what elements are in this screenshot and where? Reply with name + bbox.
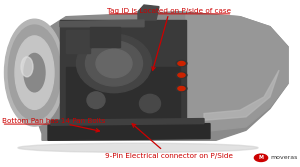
Circle shape: [176, 60, 187, 66]
Polygon shape: [138, 5, 159, 20]
Ellipse shape: [85, 41, 142, 86]
Polygon shape: [51, 119, 204, 125]
Polygon shape: [60, 20, 144, 27]
Ellipse shape: [15, 36, 54, 109]
Ellipse shape: [96, 49, 132, 78]
Polygon shape: [48, 124, 210, 140]
Ellipse shape: [140, 94, 160, 113]
Text: M: M: [259, 155, 263, 160]
Polygon shape: [66, 67, 180, 127]
Circle shape: [176, 86, 187, 92]
Polygon shape: [204, 70, 279, 120]
Polygon shape: [36, 12, 288, 140]
Polygon shape: [60, 20, 186, 130]
Text: 9-Pin Electrical connector on P/Side: 9-Pin Electrical connector on P/Side: [106, 124, 233, 159]
Circle shape: [178, 87, 185, 91]
Circle shape: [176, 72, 187, 78]
Ellipse shape: [8, 25, 61, 120]
Polygon shape: [186, 13, 288, 134]
Polygon shape: [66, 30, 90, 53]
Ellipse shape: [18, 143, 258, 152]
Polygon shape: [90, 27, 120, 47]
Text: Tag ID is Located on P/side of case: Tag ID is Located on P/side of case: [107, 8, 232, 70]
Text: Bottom Pan has 14 Pan Bolts: Bottom Pan has 14 Pan Bolts: [2, 118, 105, 132]
Ellipse shape: [87, 92, 105, 109]
Ellipse shape: [24, 53, 45, 92]
Ellipse shape: [76, 34, 152, 93]
Circle shape: [178, 61, 185, 65]
Ellipse shape: [21, 57, 33, 77]
Ellipse shape: [4, 19, 64, 126]
Circle shape: [254, 154, 268, 161]
Circle shape: [178, 73, 185, 77]
Text: moveras: moveras: [270, 155, 297, 160]
